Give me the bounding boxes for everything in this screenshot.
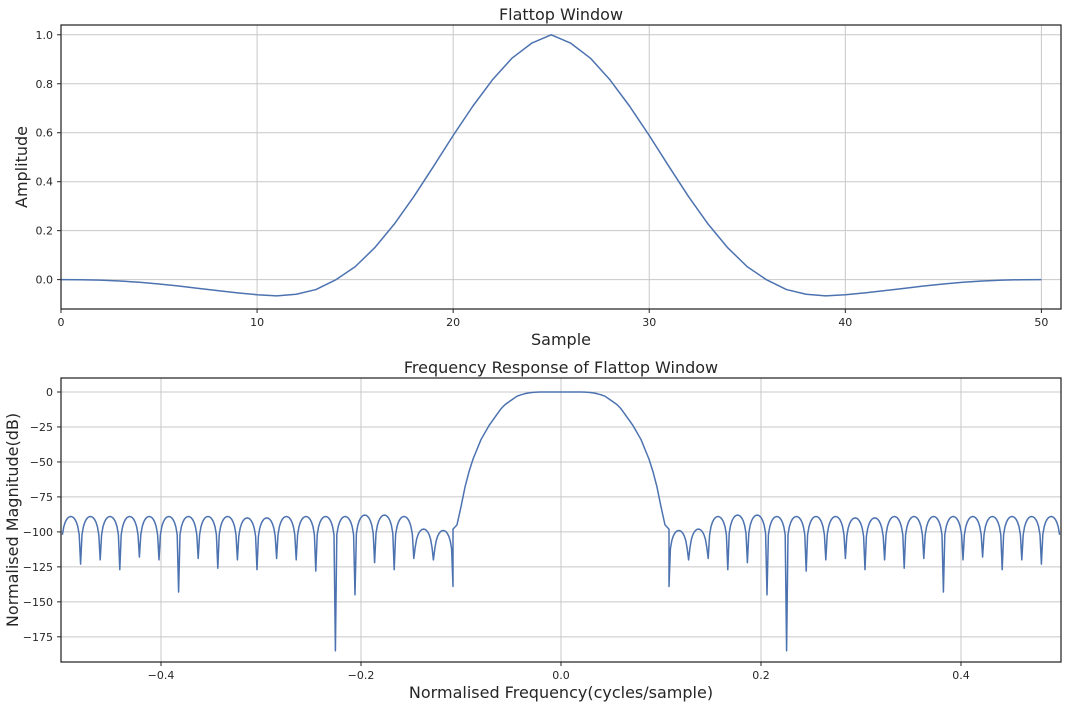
y-tick-label: −25 [30, 421, 53, 434]
y-tick-label: −100 [23, 526, 53, 539]
y-ticks: 0 −25 −50 −75 −100 −125 −150 −175 [23, 386, 61, 644]
y-tick-label: 0.2 [36, 225, 54, 238]
y-tick-label: 0.4 [36, 176, 54, 189]
x-tick-label: 50 [1034, 316, 1048, 329]
chart-title: Flattop Window [499, 5, 623, 24]
y-axis-label: Amplitude [12, 126, 31, 208]
window-series-line [60, 34, 1042, 297]
y-axis-label: Normalised Magnitude(dB) [3, 413, 22, 627]
x-tick-label: 20 [446, 316, 460, 329]
window-chart: Flattop Window 0 10 20 30 40 50 0.00.20.40.60… [12, 5, 1062, 349]
x-axis-label: Sample [531, 330, 591, 349]
y-tick-label: −75 [30, 491, 53, 504]
frequency-response-line [61, 391, 1061, 652]
x-ticks: −0.4 −0.2 0.0 0.2 0.4 [148, 662, 970, 682]
y-tick-label: −125 [23, 561, 53, 574]
series-group [61, 391, 1061, 652]
chart-title: Frequency Response of Flattop Window [404, 358, 718, 377]
y-ticks: 0.0 0.2 0.4 0.6 0.8 1.0 [36, 29, 61, 287]
x-tick-label: 40 [838, 316, 852, 329]
y-tick-label: 1.0 [36, 29, 54, 42]
y-tick-label: −150 [23, 596, 53, 609]
x-tick-label: 0.0 [552, 669, 570, 682]
y-tick-label: −175 [23, 631, 53, 644]
plot-frame [60, 24, 1062, 310]
y-tick-label: 0 [46, 386, 53, 399]
grid [60, 25, 1061, 309]
y-tick-label: 0.8 [36, 78, 54, 91]
x-tick-label: 10 [250, 316, 264, 329]
y-tick-label: −50 [30, 456, 53, 469]
y-tick-label: 0.0 [36, 274, 54, 287]
plot-frame [60, 377, 1062, 663]
series-group [60, 34, 1042, 297]
y-tick-label: 0.6 [36, 127, 54, 140]
x-tick-label: 0 [58, 316, 65, 329]
x-ticks: 0 10 20 30 40 50 [58, 309, 1048, 329]
x-tick-label: 0.2 [752, 669, 770, 682]
x-tick-label: −0.2 [348, 669, 375, 682]
x-tick-label: 0.4 [952, 669, 970, 682]
frequency-response-chart: Frequency Response of Flattop Window −0.… [3, 358, 1062, 702]
x-axis-label: Normalised Frequency(cycles/sample) [409, 683, 713, 702]
grid [61, 378, 1061, 662]
x-tick-label: 30 [642, 316, 656, 329]
x-tick-label: −0.4 [148, 669, 175, 682]
